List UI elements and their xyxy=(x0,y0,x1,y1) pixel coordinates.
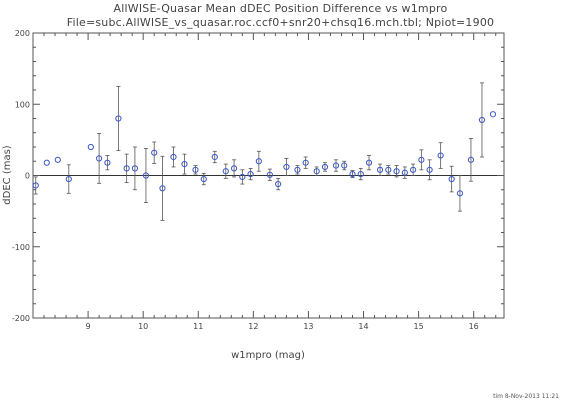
data-point xyxy=(181,161,188,168)
data-point xyxy=(437,152,444,159)
data-point xyxy=(266,171,273,178)
y-tick-label: -100 xyxy=(12,243,30,252)
data-point xyxy=(283,163,290,171)
x-tick-label: 10 xyxy=(138,322,148,331)
data-point xyxy=(131,165,139,172)
x-tick-label: 12 xyxy=(248,322,258,331)
data-point xyxy=(43,159,50,166)
data-point xyxy=(222,168,229,175)
data-point xyxy=(239,173,246,181)
data-point xyxy=(478,116,486,124)
y-tick-label: 100 xyxy=(15,100,30,109)
y-tick-label: -200 xyxy=(12,314,30,323)
data-point xyxy=(170,153,177,161)
data-point xyxy=(321,163,329,171)
y-axis-title: dDEC (mas) xyxy=(2,145,13,205)
data-point xyxy=(87,143,94,151)
x-tick-label: 11 xyxy=(193,322,203,331)
data-point xyxy=(313,168,320,175)
data-point xyxy=(341,162,348,169)
data-point xyxy=(247,170,254,178)
data-point xyxy=(211,153,218,161)
data-point xyxy=(302,159,309,166)
data-point xyxy=(418,156,425,163)
data-point xyxy=(410,166,417,173)
x-tick-label: 15 xyxy=(414,322,424,331)
data-point xyxy=(401,169,408,176)
data-point xyxy=(357,170,364,178)
x-tick-label: 9 xyxy=(86,322,91,331)
data-point xyxy=(385,166,392,173)
data-point xyxy=(448,175,455,183)
data-point xyxy=(275,180,282,188)
y-tick-label: 0 xyxy=(25,172,30,181)
data-point xyxy=(123,165,130,172)
data-point xyxy=(349,170,356,178)
data-point xyxy=(159,185,166,192)
x-tick-label: 14 xyxy=(358,322,368,331)
data-point xyxy=(115,115,122,122)
chart-subtitle: File=subc.AllWISE_vs_quasar.roc.ccf0+snr… xyxy=(66,16,495,29)
data-point xyxy=(255,158,262,165)
data-point xyxy=(467,156,475,163)
data-point xyxy=(294,166,301,173)
chart-title: AllWISE-Quasar Mean dDEC Position Differ… xyxy=(113,2,448,15)
data-point xyxy=(376,166,384,173)
x-axis-title: w1mpro (mag) xyxy=(231,350,305,361)
data-point xyxy=(54,156,61,163)
data-point xyxy=(332,162,340,169)
x-tick-label: 13 xyxy=(303,322,313,331)
x-tick-label: 16 xyxy=(469,322,479,331)
data-point xyxy=(426,166,433,173)
data-point xyxy=(456,190,464,197)
data-point xyxy=(230,165,238,172)
data-point xyxy=(151,149,158,156)
data-point xyxy=(200,175,207,183)
data-point xyxy=(32,182,39,189)
y-tick-label: 200 xyxy=(15,29,30,38)
data-point xyxy=(142,172,150,179)
data-point xyxy=(393,168,400,175)
data-point xyxy=(489,111,497,118)
data-point xyxy=(192,166,199,173)
data-point xyxy=(365,159,373,166)
data-point xyxy=(104,159,111,166)
data-point xyxy=(96,155,103,162)
timestamp-footer: tim 8-Nov-2013 11:21 xyxy=(493,393,559,400)
data-point xyxy=(65,175,72,183)
